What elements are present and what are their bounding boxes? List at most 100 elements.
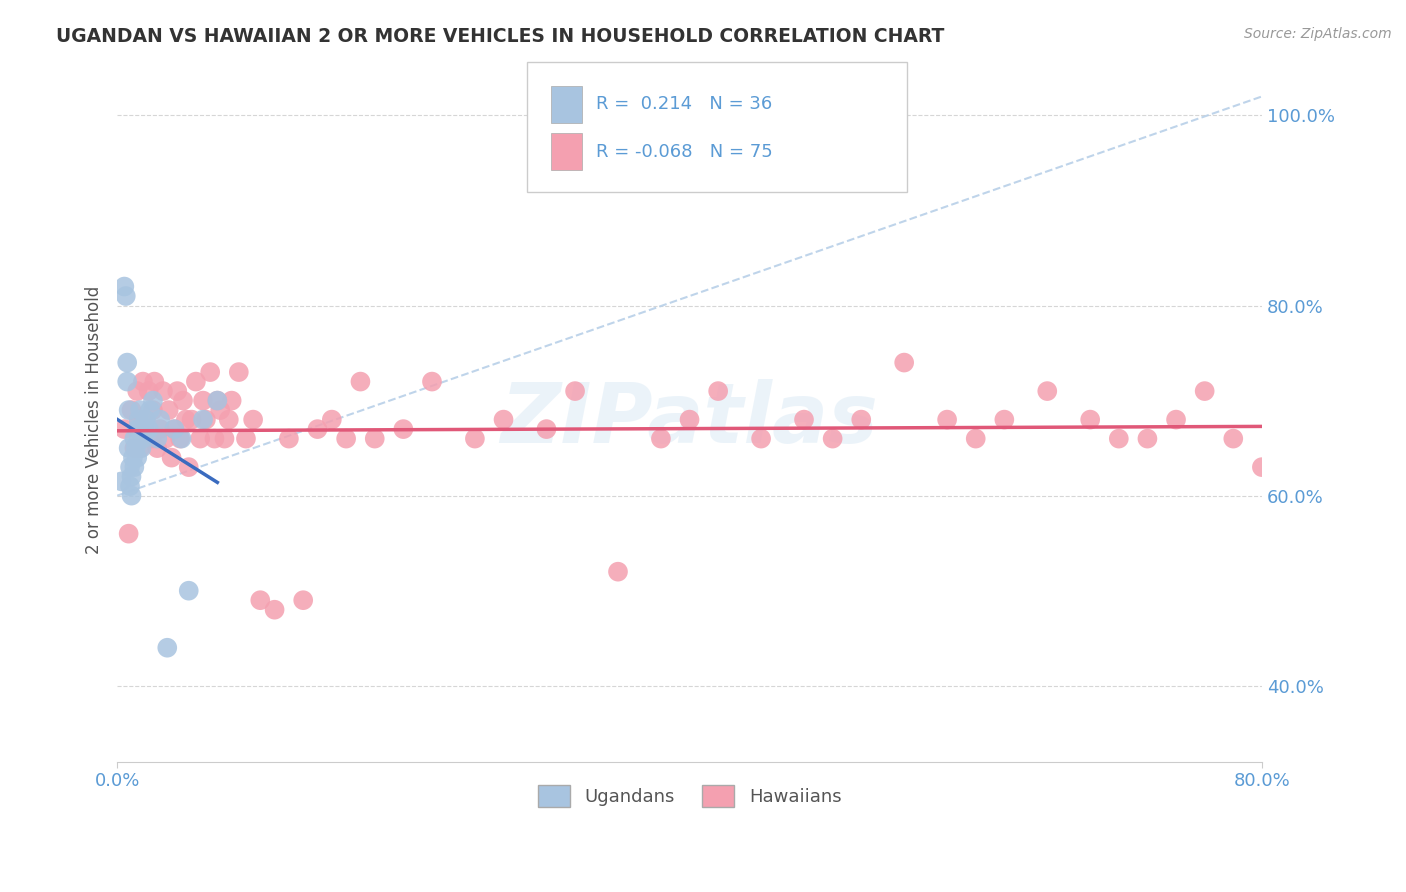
Point (124, 460, 146, 475)
Point (650, 432, 672, 446)
Point (188, 432, 211, 446)
Point (131, 441, 153, 455)
Point (292, 593, 315, 607)
Point (198, 365, 221, 379)
Point (110, 475, 132, 489)
Point (1164, 412, 1187, 426)
Point (851, 412, 873, 426)
Point (121, 489, 143, 503)
Point (993, 412, 1015, 426)
Text: UGANDAN VS HAWAIIAN 2 OR MORE VEHICLES IN HOUSEHOLD CORRELATION CHART: UGANDAN VS HAWAIIAN 2 OR MORE VEHICLES I… (56, 27, 945, 45)
Point (117, 441, 139, 455)
Point (191, 393, 214, 408)
Point (177, 460, 200, 475)
Point (207, 393, 229, 408)
Point (112, 422, 135, 436)
Point (1251, 460, 1274, 475)
Point (117, 403, 139, 417)
Point (163, 422, 186, 436)
Point (135, 412, 157, 426)
Point (209, 403, 232, 417)
Point (129, 403, 152, 417)
Point (349, 375, 371, 389)
Point (135, 412, 157, 426)
Point (122, 450, 145, 465)
Point (1036, 384, 1059, 398)
Point (204, 432, 226, 446)
Point (707, 384, 730, 398)
Point (536, 422, 558, 436)
Point (364, 432, 387, 446)
Point (129, 441, 152, 455)
Point (160, 450, 183, 465)
Point (936, 412, 959, 426)
Point (146, 441, 169, 455)
Point (184, 375, 207, 389)
Point (749, 432, 772, 446)
Point (207, 393, 229, 408)
Y-axis label: 2 or more Vehicles in Household: 2 or more Vehicles in Household (86, 285, 103, 554)
Point (242, 412, 264, 426)
Text: R = -0.068   N = 75: R = -0.068 N = 75 (596, 143, 773, 161)
Point (149, 412, 172, 426)
Point (172, 393, 194, 408)
Point (143, 375, 166, 389)
Point (142, 393, 165, 408)
Point (112, 279, 135, 293)
Point (120, 460, 142, 475)
Point (163, 422, 186, 436)
Point (152, 384, 174, 398)
Point (128, 412, 150, 426)
Point (194, 412, 217, 426)
Point (128, 432, 150, 446)
Point (132, 375, 155, 389)
Point (129, 422, 152, 436)
Point (124, 432, 146, 446)
Point (177, 583, 200, 598)
Point (128, 412, 150, 426)
Point (127, 422, 149, 436)
Point (170, 432, 193, 446)
Point (235, 432, 257, 446)
Point (174, 412, 197, 426)
Point (180, 412, 202, 426)
Point (142, 403, 165, 417)
Point (221, 393, 243, 408)
Point (793, 412, 815, 426)
Point (321, 412, 343, 426)
Point (141, 432, 163, 446)
Point (157, 403, 180, 417)
Point (120, 479, 142, 493)
Point (166, 384, 188, 398)
Point (169, 432, 191, 446)
Point (277, 432, 299, 446)
Point (1194, 384, 1216, 398)
Point (420, 375, 443, 389)
Point (263, 603, 285, 617)
Point (138, 422, 160, 436)
Point (392, 422, 415, 436)
Point (156, 640, 179, 655)
Point (464, 432, 486, 446)
Text: Source: ZipAtlas.com: Source: ZipAtlas.com (1244, 27, 1392, 41)
Point (132, 432, 155, 446)
Point (134, 422, 156, 436)
Point (492, 412, 515, 426)
Point (138, 384, 160, 398)
Point (965, 432, 987, 446)
Point (115, 355, 138, 369)
Point (228, 365, 250, 379)
Point (821, 432, 844, 446)
Point (1078, 412, 1101, 426)
Point (114, 289, 136, 303)
Point (1108, 432, 1130, 446)
Point (149, 422, 172, 436)
Point (124, 441, 146, 455)
Point (155, 432, 177, 446)
Point (678, 412, 700, 426)
Point (117, 526, 139, 541)
Point (214, 432, 236, 446)
Point (564, 384, 586, 398)
Point (125, 441, 148, 455)
Point (127, 384, 149, 398)
